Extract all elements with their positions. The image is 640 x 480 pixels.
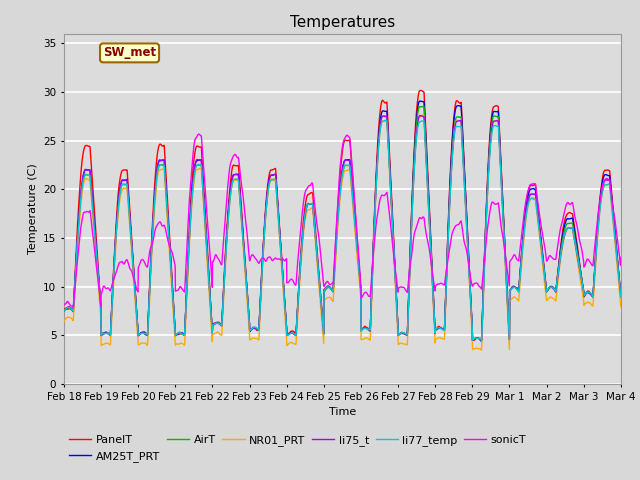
li75_t [505, 322, 513, 327]
li75_t [358, 326, 366, 332]
AM25T_PRT [617, 293, 625, 299]
sonicT [359, 293, 367, 299]
PanelT [584, 288, 591, 294]
sonicT [568, 200, 576, 205]
li77_temp [584, 289, 591, 295]
Line: sonicT: sonicT [64, 134, 621, 307]
li75_t [60, 308, 68, 314]
li75_t [584, 289, 591, 295]
AM25T_PRT [416, 98, 424, 104]
NR01_PRT [371, 223, 378, 229]
sonicT [584, 256, 591, 262]
AM25T_PRT [568, 215, 576, 221]
NR01_PRT [505, 331, 513, 336]
X-axis label: Time: Time [329, 407, 356, 417]
NR01_PRT [584, 300, 591, 305]
AirT [60, 308, 68, 314]
Line: PanelT: PanelT [64, 90, 621, 340]
AirT [568, 220, 576, 226]
PanelT [417, 87, 424, 93]
AM25T_PRT [60, 308, 68, 314]
Line: AirT: AirT [64, 107, 621, 340]
PanelT [617, 293, 625, 299]
Text: SW_met: SW_met [103, 47, 156, 60]
li77_temp [216, 321, 223, 327]
sonicT [371, 233, 379, 239]
PanelT [568, 211, 576, 216]
li77_temp [358, 327, 366, 333]
AirT [584, 289, 591, 295]
NR01_PRT [60, 318, 68, 324]
PanelT [470, 337, 477, 343]
sonicT [60, 301, 68, 307]
li75_t [568, 225, 576, 231]
AirT [505, 320, 513, 326]
AirT [419, 104, 427, 109]
sonicT [617, 254, 625, 260]
li75_t [216, 321, 223, 327]
Y-axis label: Temperature (C): Temperature (C) [28, 163, 38, 254]
AM25T_PRT [584, 289, 591, 295]
AM25T_PRT [371, 214, 378, 220]
AirT [371, 216, 378, 222]
sonicT [70, 304, 77, 310]
li77_temp [505, 322, 513, 327]
li77_temp [371, 219, 378, 225]
Legend: PanelT, AM25T_PRT, AirT, NR01_PRT, li75_t, li77_temp, sonicT: PanelT, AM25T_PRT, AirT, NR01_PRT, li75_… [69, 435, 527, 462]
PanelT [371, 209, 378, 215]
NR01_PRT [568, 226, 576, 231]
li75_t [617, 294, 625, 300]
li75_t [371, 216, 378, 222]
PanelT [216, 320, 223, 326]
li77_temp [60, 308, 68, 314]
PanelT [505, 319, 513, 325]
li75_t [477, 337, 485, 343]
sonicT [216, 259, 223, 264]
PanelT [60, 307, 68, 312]
AM25T_PRT [505, 321, 513, 327]
sonicT [505, 277, 513, 283]
AM25T_PRT [358, 326, 366, 332]
li77_temp [381, 118, 389, 123]
li75_t [417, 113, 424, 119]
Line: AM25T_PRT: AM25T_PRT [64, 101, 621, 341]
NR01_PRT [477, 348, 485, 353]
li77_temp [568, 225, 576, 231]
Line: li75_t: li75_t [64, 116, 621, 340]
NR01_PRT [358, 336, 366, 342]
AirT [216, 320, 223, 325]
PanelT [358, 326, 366, 332]
AM25T_PRT [477, 338, 485, 344]
li77_temp [617, 294, 625, 300]
AirT [617, 294, 625, 300]
Line: li77_temp: li77_temp [64, 120, 621, 340]
li77_temp [477, 337, 485, 343]
sonicT [195, 131, 202, 137]
AM25T_PRT [216, 321, 223, 326]
NR01_PRT [419, 112, 427, 118]
NR01_PRT [617, 303, 625, 309]
AirT [358, 326, 366, 332]
Title: Temperatures: Temperatures [290, 15, 395, 30]
AirT [468, 337, 476, 343]
NR01_PRT [216, 331, 223, 336]
Line: NR01_PRT: NR01_PRT [64, 115, 621, 350]
